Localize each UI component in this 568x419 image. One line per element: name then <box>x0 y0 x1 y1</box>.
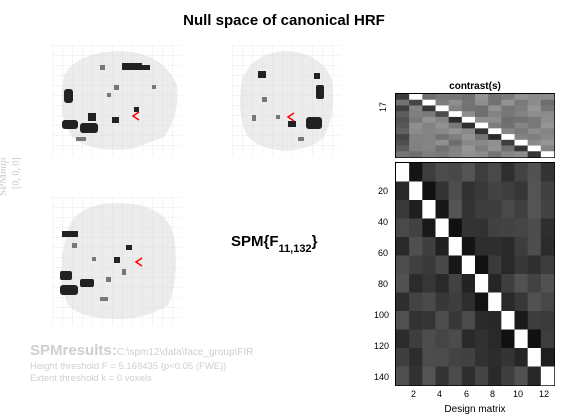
cursor-coordinates: [0, 0, 0] <box>11 157 22 189</box>
design-ytick-2: 40 <box>378 217 389 227</box>
glass-brain-sagittal[interactable] <box>52 45 182 155</box>
design-xtick-2: 4 <box>437 389 443 399</box>
glass-brain-axial[interactable] <box>52 197 182 325</box>
height-threshold-text: Height threshold F = 5.169435 {p<0.05 (F… <box>30 361 227 372</box>
extent-threshold-text: Extent threshold k = 0 voxels <box>30 373 152 384</box>
design-ytick-5: 100 <box>374 310 390 320</box>
cursor-marker <box>134 257 143 267</box>
contrast-ytick: 17 <box>378 101 388 112</box>
design-xtick-5: 10 <box>513 389 524 399</box>
design-ytick-1: 20 <box>378 186 389 196</box>
design-xtick-4: 8 <box>490 389 496 399</box>
spm-statistic-label: SPM{F11,132} <box>231 233 318 255</box>
cursor-marker <box>286 112 295 122</box>
cursor-marker <box>131 111 140 121</box>
spm-mip-label: SPMmip <box>0 157 9 196</box>
design-ytick-6: 120 <box>374 341 390 351</box>
contrast-matrix[interactable] <box>395 93 555 158</box>
design-xtick-3: 6 <box>464 389 470 399</box>
design-xtick-6: 12 <box>539 389 550 399</box>
contrast-title: contrast(s) <box>449 81 501 92</box>
design-ytick-3: 60 <box>378 248 389 258</box>
design-ytick-4: 80 <box>378 279 389 289</box>
design-matrix-label: Design matrix <box>444 404 506 415</box>
figure-title: Null space of canonical HRF <box>183 12 385 29</box>
results-heading: SPMresults:C:\spm12\data\face_group\FIR <box>30 342 254 359</box>
design-ytick-7: 140 <box>374 372 390 382</box>
design-xtick-1: 2 <box>411 389 417 399</box>
glass-brain-coronal[interactable] <box>232 45 340 155</box>
design-matrix[interactable] <box>395 162 555 386</box>
